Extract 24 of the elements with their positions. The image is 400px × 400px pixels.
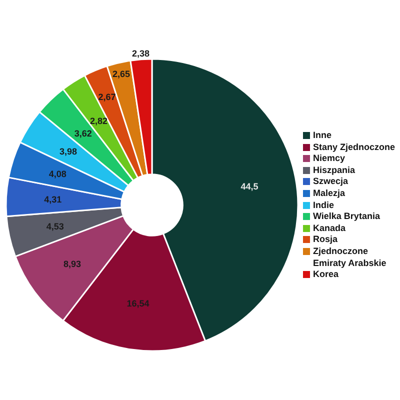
legend-label: Zjednoczone Emiraty Arabskie (313, 246, 388, 270)
legend-label: Kanada (313, 222, 346, 234)
legend-label: Korea (313, 269, 339, 281)
data-label: 4,08 (48, 169, 66, 180)
legend-label: Hiszpania (313, 164, 356, 176)
data-label: 2,65 (112, 69, 130, 80)
legend-label: Malezja (313, 188, 346, 200)
legend-label: Niemcy (313, 153, 346, 165)
data-label: 3,62 (74, 128, 92, 139)
data-label: 2,67 (98, 92, 116, 102)
data-label: 16,54 (126, 298, 150, 308)
data-label: 8,93 (63, 259, 81, 270)
legend-label: Wielka Brytania (313, 211, 380, 223)
data-label: 3,98 (60, 146, 78, 157)
data-label: 44,5 (240, 182, 258, 192)
legend-label: Indie (313, 200, 334, 212)
legend-label: Inne (313, 130, 332, 142)
legend-label: Szwecja (313, 176, 348, 188)
data-label: 2,38 (132, 48, 150, 59)
data-label: 4,53 (46, 222, 64, 232)
data-label: 2,82 (90, 116, 108, 126)
data-label: 4,31 (44, 194, 62, 204)
legend-label: Rosja (313, 234, 338, 246)
legend-label: Stany Zjednoczone (313, 142, 396, 154)
